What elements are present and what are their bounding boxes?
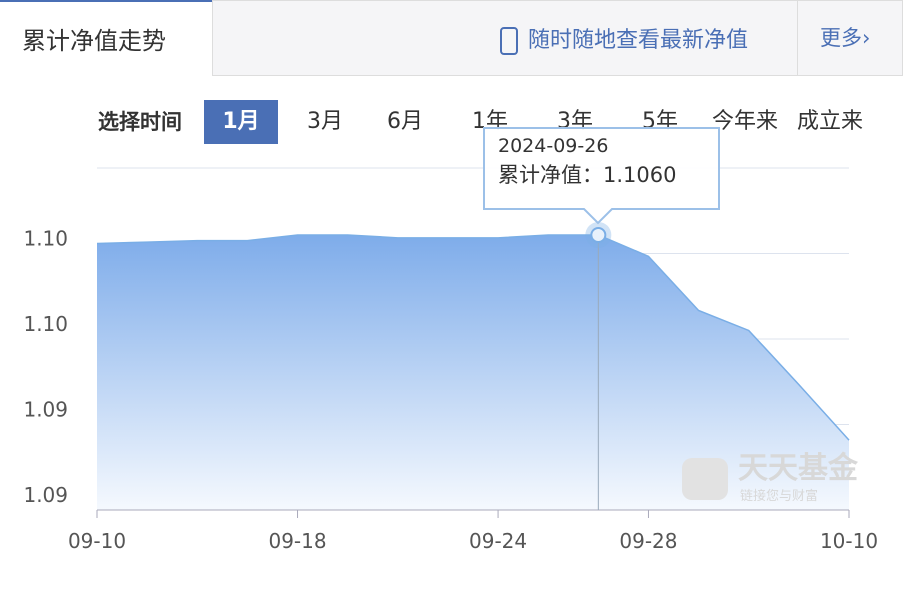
range-button[interactable]: 6月 — [387, 109, 423, 134]
x-tick-label: 09-28 — [619, 529, 677, 553]
tab[interactable]: 累计净值走势 — [0, 0, 212, 78]
tooltip-text: 1.1060 — [603, 163, 676, 187]
area — [97, 234, 849, 510]
y-tick-label: 1.09 — [23, 483, 68, 507]
line — [96, 234, 850, 441]
x-tick-label: 09-24 — [469, 529, 527, 553]
tooltip-value: 累计净值：1.1060 — [498, 163, 676, 187]
promo-text: 随时随地查看最新净值 — [528, 28, 749, 53]
phone-icon — [500, 27, 518, 55]
toolbar — [212, 0, 903, 76]
more-link[interactable]: 更多› — [797, 0, 870, 76]
range-button[interactable]: 1月 — [204, 100, 278, 144]
range-button[interactable]: 今年来 — [711, 109, 778, 134]
watermark: 天天基金 — [738, 451, 859, 486]
header: 累计净值走势 随时随地查看最新净值 更多› — [0, 0, 903, 78]
watermark-logo — [682, 458, 728, 500]
y-tick-label: 1.09 — [23, 398, 68, 422]
watermark: 链接您与财富 — [740, 488, 818, 504]
tooltip-text: 累计净值： — [498, 163, 603, 187]
range-button[interactable]: 3月 — [307, 109, 343, 134]
tooltip-date: 2024-09-26 — [498, 135, 608, 157]
range-button[interactable]: 成立来 — [796, 109, 863, 134]
y-tick-label: 1.10 — [23, 227, 68, 251]
point — [590, 226, 607, 243]
x-tick-label: 09-18 — [268, 529, 326, 553]
tooltip-box — [483, 127, 720, 225]
range-label: 选择时间 — [98, 110, 182, 134]
promo-link[interactable]: 随时随地查看最新净值 — [500, 22, 748, 55]
y-tick-label: 1.10 — [23, 312, 68, 336]
x-tick-label: 10-10 — [820, 529, 878, 553]
x-tick-label: 09-10 — [68, 529, 126, 553]
